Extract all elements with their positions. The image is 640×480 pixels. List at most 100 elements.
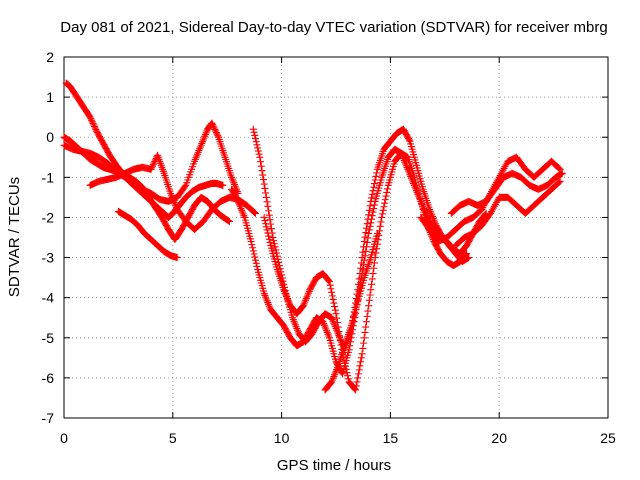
data-point [430,216,438,224]
data-point [191,157,199,165]
plot-frame [63,56,609,419]
data-point [361,233,369,241]
data-point [330,373,338,381]
data-point [92,126,100,134]
data-point [237,205,245,213]
data-point [239,210,247,218]
data-point [197,141,205,149]
data-point [247,238,255,246]
data-point [261,291,269,299]
data-point [252,138,260,146]
data-point [262,189,270,197]
data-point [251,253,259,261]
data-point [280,286,288,294]
data-point [196,145,204,153]
data-point [210,124,218,132]
data-point [332,310,340,318]
data-point [270,237,278,245]
data-point [362,323,370,331]
data-point [261,217,269,225]
data-point [262,193,270,201]
y-axis-label: SDTVAR / TECUs [6,177,23,297]
data-point [201,131,209,139]
data-point [167,191,175,199]
data-point [168,193,176,201]
data-point [261,184,269,192]
data-point [491,201,499,209]
data-point [404,165,412,173]
data-point [370,264,378,272]
data-point [196,143,204,151]
data-point [341,362,349,370]
data-point [357,354,365,362]
data-point [262,295,270,303]
data-point [209,121,217,129]
data-point [321,323,329,331]
data-point [333,314,341,322]
data-point [381,196,389,204]
data-point [370,259,378,267]
data-point [377,218,385,226]
data-point [368,190,376,198]
data-point [169,195,177,203]
x-tick-label: 5 [169,430,177,446]
data-point [365,296,373,304]
data-point [382,192,390,200]
data-point [365,206,373,214]
data-point [357,259,365,267]
data-point [91,124,99,132]
data-point [170,198,178,206]
data-point [290,317,298,325]
data-point [270,240,278,248]
series-track-7 [249,125,473,354]
series-track-9 [321,229,381,394]
y-tick-label: 1 [46,89,54,105]
data-point [262,293,270,301]
data-point [498,168,506,176]
data-point [304,291,312,299]
data-point [235,199,243,207]
data-point [90,121,98,129]
data-point [330,299,338,307]
data-point [250,250,258,258]
data-point [373,169,381,177]
data-point [340,356,348,364]
data-point [429,214,437,222]
data-point [333,365,341,373]
data-point [333,319,341,327]
data-point [360,238,368,246]
data-point [368,275,376,283]
data-point [344,375,352,383]
data-point [202,129,210,137]
data-point [208,119,216,127]
data-point [353,378,361,386]
data-point [288,314,296,322]
data-point [230,179,238,187]
data-point [232,184,240,192]
series-track-4 [86,151,259,233]
data-point [265,302,273,310]
data-point [148,164,156,172]
y-tick-label: -2 [42,209,55,225]
data-point [260,290,268,298]
data-point [337,341,345,349]
data-point [383,185,391,193]
series-track-5 [114,207,181,262]
data-point [364,215,372,223]
data-point [428,211,436,219]
data-point [88,116,96,124]
data-point [212,129,220,137]
data-point [352,386,360,394]
data-point [260,180,268,188]
data-point [488,206,496,214]
data-point [372,172,380,180]
data-point [253,262,261,270]
data-point [431,220,439,228]
data-point [383,188,391,196]
data-point [369,187,377,195]
data-point [368,212,376,220]
data-point [301,298,309,306]
data-point [293,324,301,332]
data-point [266,216,274,224]
